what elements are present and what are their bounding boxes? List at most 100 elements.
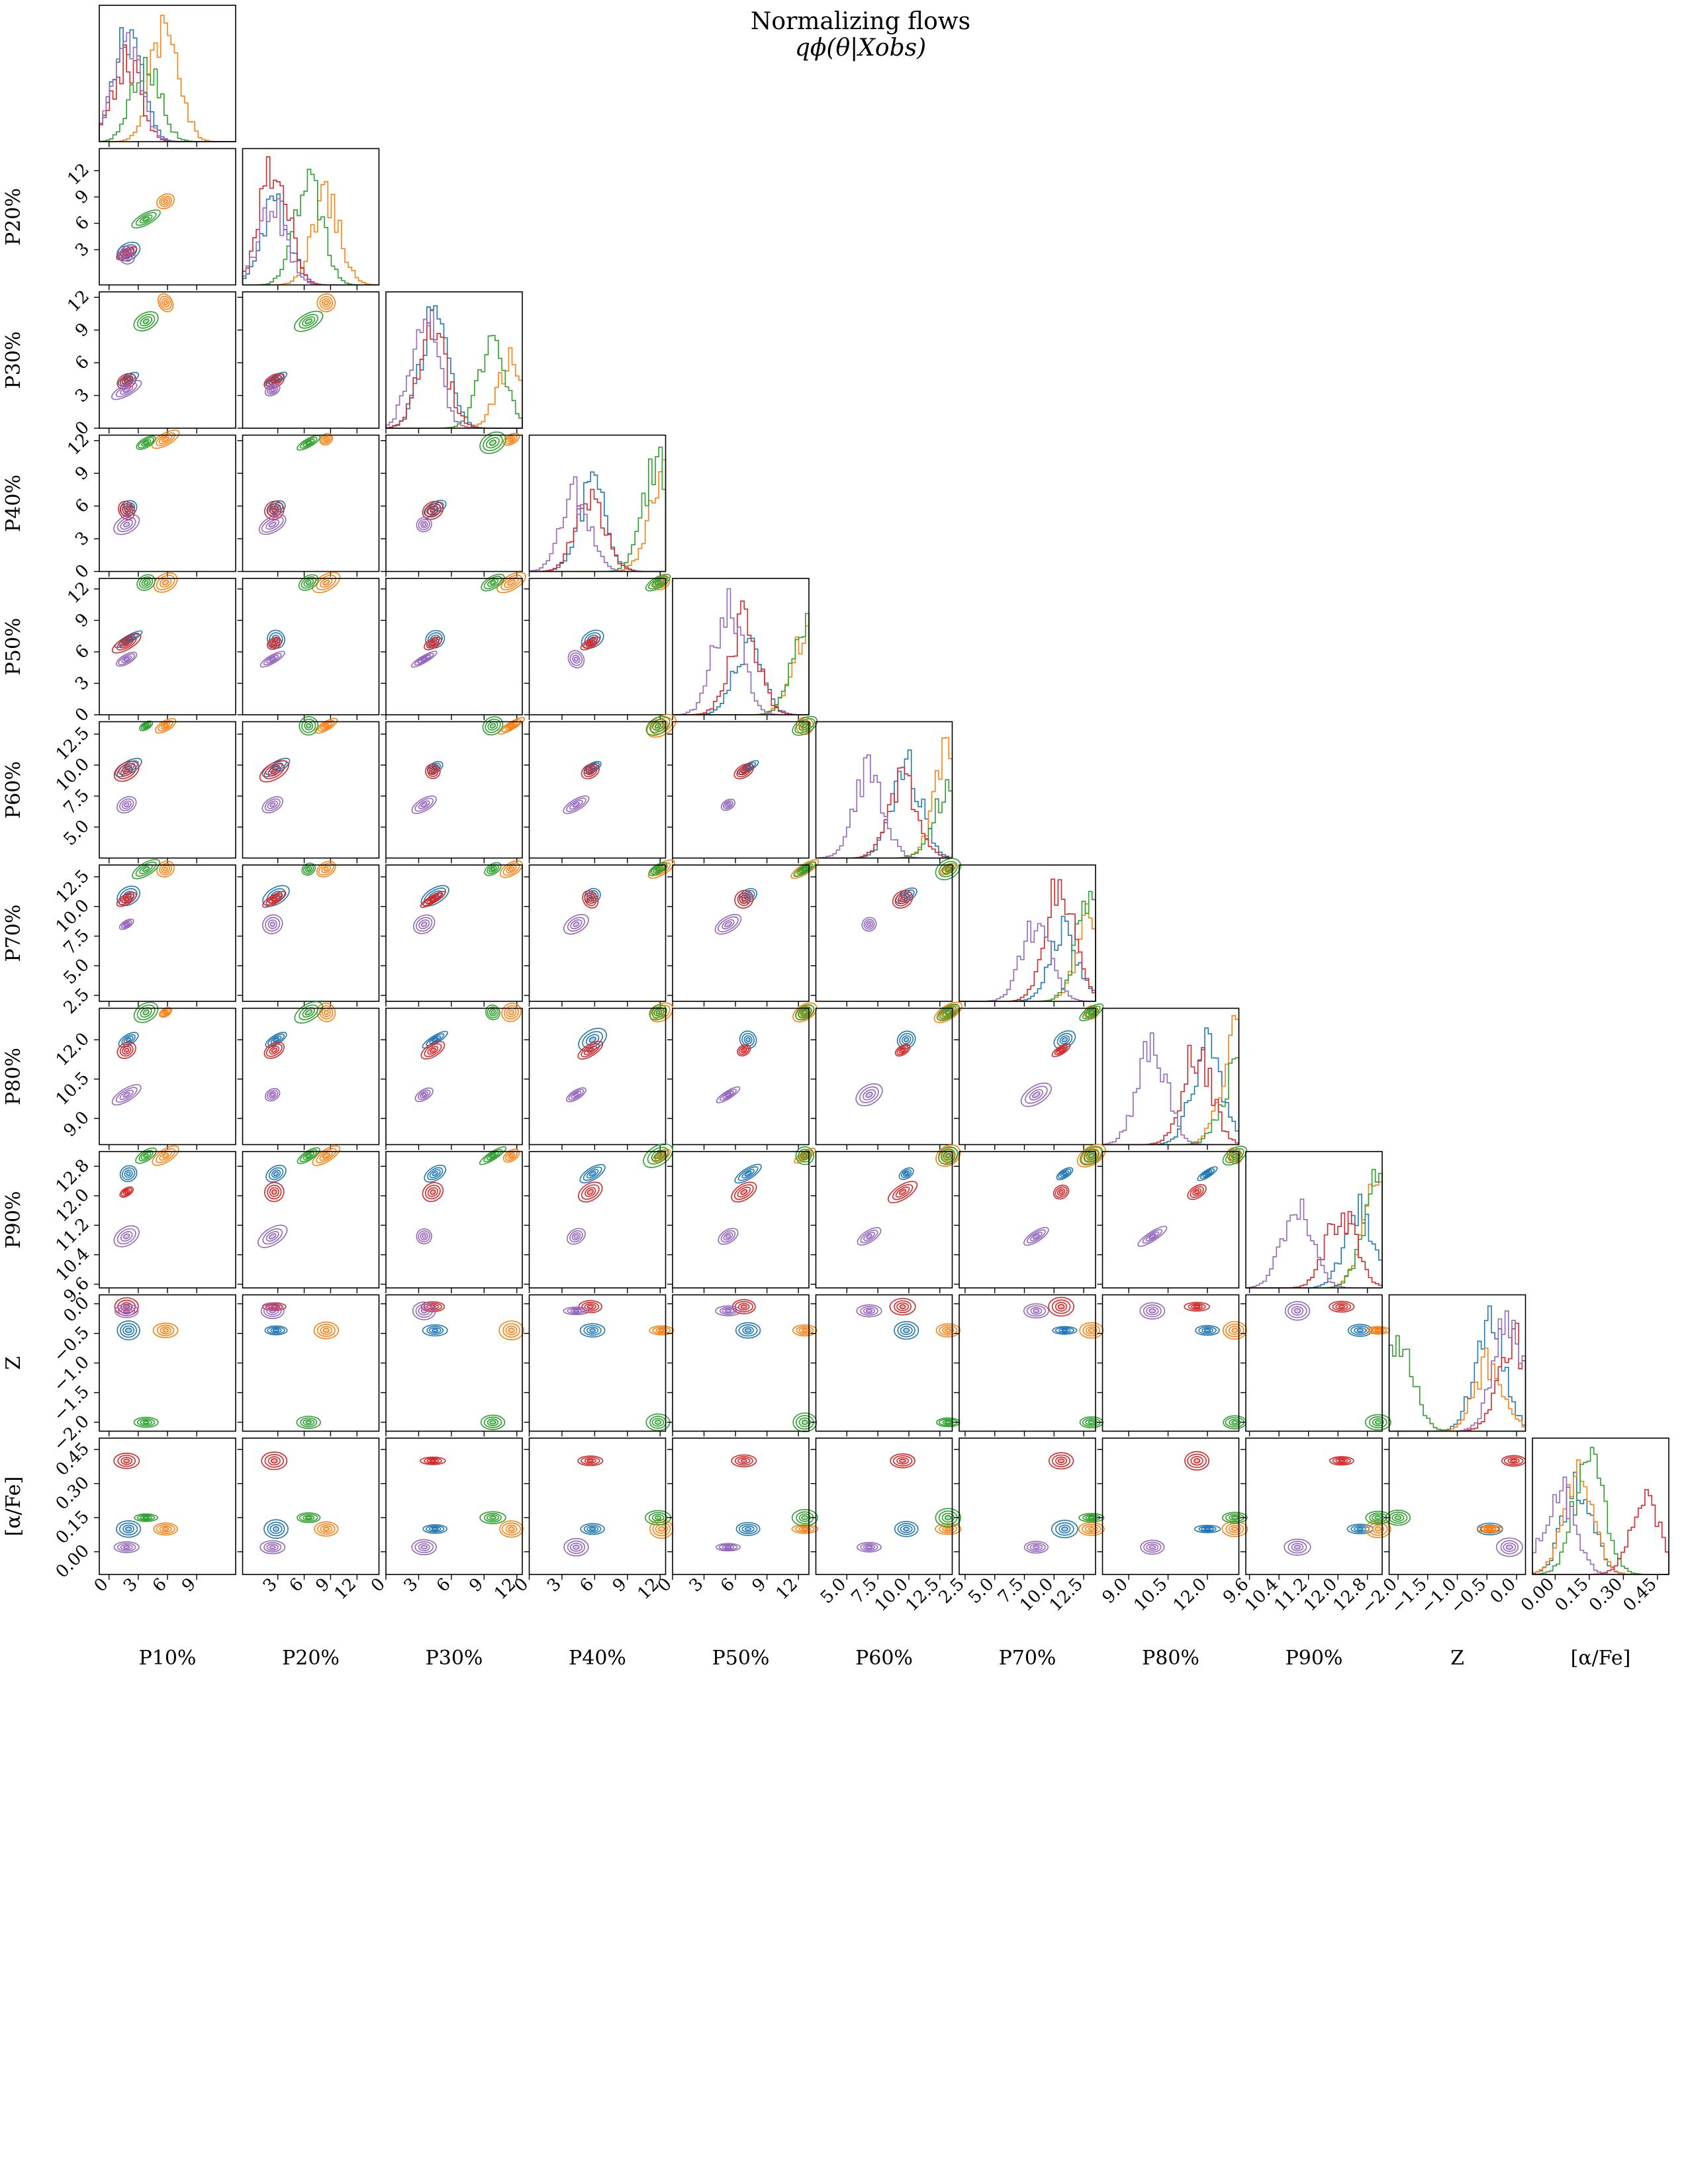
contour-p20-p40-series-1-level-3 [324, 437, 328, 441]
contour-p10-p70-series-2-level-3 [142, 866, 150, 872]
contour-p10-z-series-0-level-1 [120, 1323, 138, 1338]
contour-p30-p40-series-1-level-2 [507, 435, 516, 443]
xtick-label-fe-0: 0.00 [1517, 1574, 1558, 1615]
contour-p10-p90-series-0-level-2 [124, 1169, 133, 1178]
contour-z-fe-series-1-level-3 [1486, 1527, 1494, 1531]
contour-p70-fe-series-1-level-0 [1078, 1522, 1105, 1536]
contour-p20-fe-series-3-level-1 [264, 1454, 284, 1468]
contour-p90-fe-series-3-level-2 [1335, 1458, 1348, 1464]
col-label-p60: P60% [855, 1647, 913, 1670]
contour-p80-p90-series-2-level-2 [1228, 1150, 1241, 1161]
contour-p30-fe-series-1-level-1 [501, 1522, 522, 1536]
panel-z-fe [1388, 1437, 1526, 1575]
contour-p30-p80-series-1-level-0 [501, 1003, 522, 1023]
contour-p40-p70-series-3-level-1 [584, 892, 597, 907]
contour-p20-p80-series-4-level-1 [266, 1089, 279, 1100]
contour-p20-z-series-2-level-1 [300, 1417, 318, 1428]
contour-p70-z-series-4-level-2 [1030, 1306, 1043, 1315]
contour-p80-z-series-4-level-2 [1146, 1306, 1159, 1316]
contour-p20-p30-series-1-level-0 [316, 293, 336, 312]
contour-p90-fe-series-1-level-1 [1368, 1522, 1388, 1536]
contour-p10-p80-series-3-level-3 [124, 1048, 130, 1053]
contour-p10-p80-series-2-level-1 [136, 1004, 156, 1021]
contour-p90-fe-series-2-level-3 [1374, 1516, 1382, 1520]
contour-p10-p30-series-0-level-0 [118, 371, 140, 387]
contour-p40-p80-series-4-level-3 [573, 1092, 579, 1097]
contour-p70-fe-series-2-level-2 [1085, 1515, 1098, 1520]
contour-p60-p90-series-1-level-0 [935, 1144, 961, 1167]
contour-p40-p90-series-0-level-0 [579, 1163, 606, 1184]
contour-p40-p60-series-3-level-2 [586, 767, 595, 776]
panel-p50-z [672, 1294, 810, 1432]
contour-p40-p90-series-3-level-1 [581, 1184, 600, 1200]
contour-p80-fe-series-1-level-3 [1231, 1526, 1239, 1531]
contour-p30-z-series-4-level-2 [418, 1306, 430, 1316]
contour-p60-p90-series-0-level-0 [898, 1167, 914, 1180]
contour-p30-z-series-3-level-2 [426, 1304, 440, 1310]
contour-p20-p60-series-3-level-1 [263, 763, 285, 780]
contour-p30-p60-series-4-level-2 [418, 800, 430, 809]
contour-p80-p90-series-0-level-2 [1202, 1170, 1213, 1177]
col-label-p10: P10% [139, 1647, 197, 1670]
ytick-label-p70-0: 2.5 [60, 985, 93, 1018]
contour-p10-p50-series-3-level-1 [116, 636, 137, 651]
contour-p20-p90-series-3-level-0 [264, 1182, 285, 1203]
row-label-p80: P80% [2, 1048, 25, 1105]
contour-p20-fe-series-1-level-1 [316, 1523, 336, 1535]
contour-p40-z-series-3-level-2 [584, 1303, 596, 1310]
contour-p30-p70-series-3-level-0 [420, 891, 446, 908]
contour-p70-z-series-4-level-0 [1023, 1303, 1049, 1319]
contour-p20-p90-series-2-level-1 [299, 1149, 318, 1162]
contour-z-fe-series-1-level-1 [1480, 1525, 1499, 1533]
contour-p10-p20-series-4-level-3 [124, 252, 129, 258]
contour-p20-p40-series-4-level-1 [261, 516, 284, 533]
ytick-label-p60-2: 10.0 [52, 754, 93, 796]
contour-p60-p80-series-3-level-1 [896, 1045, 909, 1056]
contour-z-fe-series-4-level-1 [1500, 1540, 1519, 1555]
panel-p60-fe [815, 1437, 953, 1575]
contour-p30-p80-series-3-level-3 [429, 1047, 436, 1053]
contour-p80-p90-series-4-level-0 [1137, 1226, 1168, 1247]
contour-p30-fe-series-2-level-0 [479, 1511, 506, 1524]
contour-p10-fe-series-0-level-0 [116, 1520, 142, 1538]
contour-p50-p80-series-4-level-0 [716, 1086, 741, 1103]
contour-p30-p60-series-3-level-1 [427, 765, 439, 778]
contour-p30-p60-series-3-level-2 [428, 767, 437, 776]
contour-p20-p80-series-4-level-2 [268, 1091, 277, 1099]
contour-p10-p70-series-4-level-0 [118, 919, 134, 931]
contour-p10-z-series-2-level-1 [136, 1418, 156, 1427]
contour-p10-p90-series-2-level-3 [143, 1153, 149, 1158]
contour-p30-z-series-2-level-0 [480, 1414, 506, 1430]
contour-p10-p20-series-4-level-0 [117, 245, 136, 265]
contour-p60-fe-series-2-level-3 [945, 1515, 952, 1521]
contour-p50-fe-series-3-level-3 [740, 1459, 747, 1463]
contour-p60-p70-series-4-level-0 [861, 917, 877, 932]
contour-p20-z-series-4-level-0 [260, 1302, 285, 1320]
panel-p50-p50 [672, 578, 810, 715]
panel-p90-p90 [1245, 1151, 1383, 1289]
contour-p90-z-series-4-level-3 [1293, 1308, 1301, 1314]
xtick-label-p80-2: 12.0 [1170, 1574, 1211, 1615]
contour-p70-p80-series-2-level-1 [1082, 1005, 1101, 1019]
panel-p40-p80 [528, 1007, 667, 1146]
panel-p10-p70 [99, 864, 236, 1002]
contour-p50-p60-series-3-level-1 [736, 765, 752, 778]
contour-p20-p60-series-3-level-2 [267, 766, 281, 777]
contour-p40-p50-series-2-level-1 [648, 575, 668, 590]
row-label-p70: P70% [2, 905, 25, 962]
contour-p30-p40-series-3-level-3 [430, 508, 436, 514]
contour-p10-fe-series-3-level-3 [123, 1458, 130, 1463]
contour-p20-p40-series-4-level-2 [265, 519, 280, 530]
contour-p30-p50-series-4-level-2 [417, 655, 431, 664]
contour-p20-p50-series-2-level-2 [303, 578, 314, 587]
contour-z-fe-series-4-level-0 [1495, 1537, 1523, 1557]
col-label-p70: P70% [999, 1647, 1056, 1670]
contour-p50-p80-series-0-level-1 [741, 1032, 755, 1047]
contour-p10-p80-series-2-level-3 [142, 1009, 150, 1016]
panel-p30-p30 [385, 291, 523, 429]
contour-p60-p90-series-4-level-3 [866, 1234, 872, 1239]
contour-p40-p80-series-4-level-1 [568, 1089, 585, 1101]
contour-p10-z-series-4-level-2 [120, 1307, 132, 1315]
contour-p20-p60-series-1-level-3 [323, 723, 330, 729]
contour-p60-p80-series-3-level-2 [898, 1047, 907, 1054]
